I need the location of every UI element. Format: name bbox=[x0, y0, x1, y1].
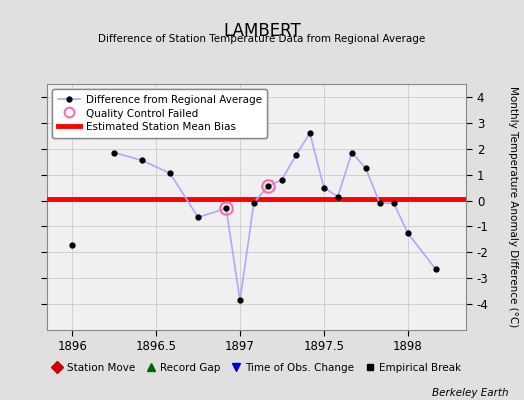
Legend: Station Move, Record Gap, Time of Obs. Change, Empirical Break: Station Move, Record Gap, Time of Obs. C… bbox=[49, 360, 465, 376]
Text: Difference of Station Temperature Data from Regional Average: Difference of Station Temperature Data f… bbox=[99, 34, 425, 44]
Y-axis label: Monthly Temperature Anomaly Difference (°C): Monthly Temperature Anomaly Difference (… bbox=[508, 86, 518, 328]
Text: LAMBERT: LAMBERT bbox=[223, 22, 301, 40]
Text: Berkeley Earth: Berkeley Earth bbox=[432, 388, 508, 398]
Legend: Difference from Regional Average, Quality Control Failed, Estimated Station Mean: Difference from Regional Average, Qualit… bbox=[52, 89, 267, 138]
